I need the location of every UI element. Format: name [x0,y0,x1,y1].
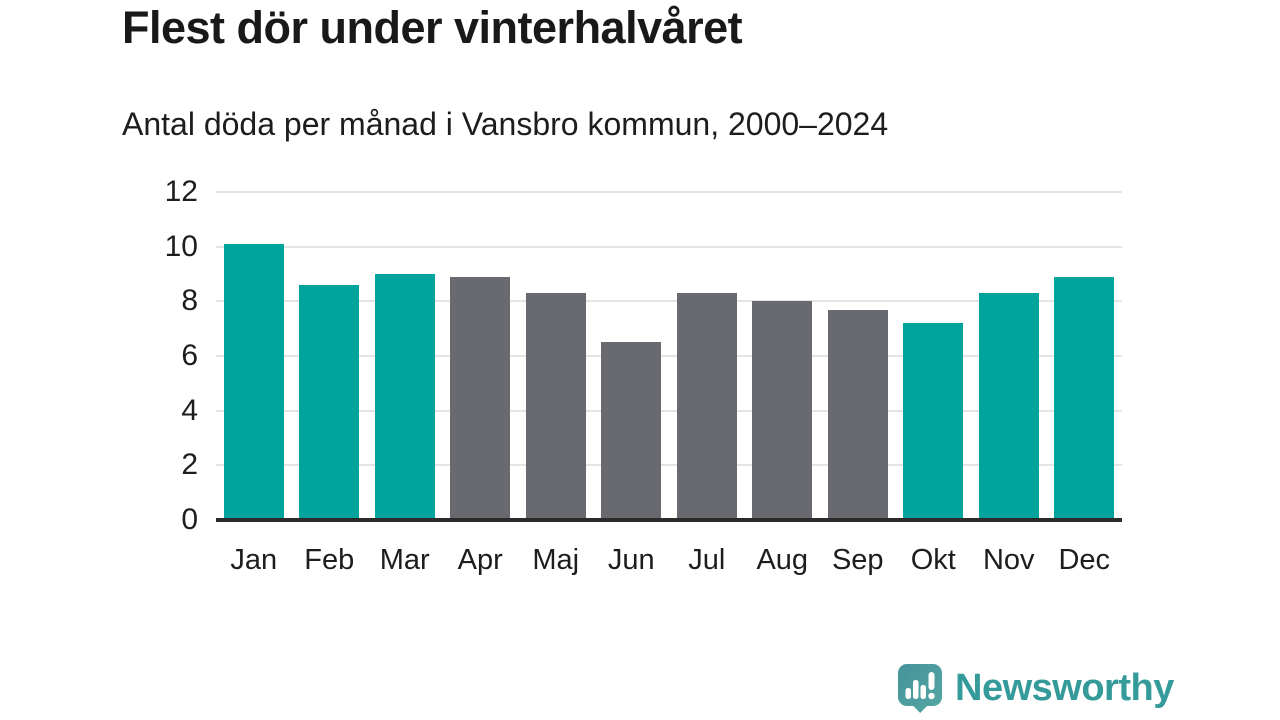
newsworthy-logo-icon [898,664,942,713]
x-tick-label-maj: Maj [532,544,580,576]
bar-aug [752,301,813,520]
chart-subtitle: Antal döda per månad i Vansbro kommun, 2… [122,106,889,142]
y-tick-label-6: 6 [181,339,198,372]
y-tick-label-8: 8 [181,284,198,318]
y-tick-label-0: 0 [181,503,198,536]
bar-jul [676,293,737,520]
x-tick-label-okt: Okt [910,544,956,576]
bar-dec [1054,276,1115,520]
branding: Newsworthy [897,663,1174,713]
x-tick-label-aug: Aug [756,544,809,576]
x-axis-line [216,518,1122,522]
gridline-12 [216,191,1122,193]
newsworthy-logo-text: Newsworthy [955,666,1174,709]
x-tick-label-jun: Jun [607,544,655,576]
y-tick-label-10: 10 [164,229,198,263]
gridline-10 [216,245,1122,248]
x-tick-label-nov: Nov [982,544,1035,576]
bar-okt [903,323,964,520]
y-tick-label-2: 2 [181,448,198,482]
bar-jan [223,243,284,520]
bar-feb [299,284,360,520]
x-tick-label-dec: Dec [1058,544,1111,576]
y-tick-label-12: 12 [164,175,198,208]
x-tick-label-sep: Sep [831,544,884,576]
gridline-8 [216,300,1122,303]
bar-nov [978,293,1039,520]
bar-sep [827,309,888,520]
exclamation-bar [928,672,935,690]
x-tick-label-apr: Apr [457,544,503,576]
speech-bubble-shape [898,664,942,713]
gridline-4 [216,409,1122,412]
chart-title: Flest dör under vinterhalvåret [122,2,743,53]
x-tick-label-jan: Jan [230,544,278,576]
mini-bar-chart-glyph [905,672,935,700]
gridline-6 [216,355,1122,357]
x-tick-label-jul: Jul [688,544,726,576]
bar-mar [374,274,435,520]
y-tick-label-4: 4 [181,393,198,427]
gridline-2 [216,464,1122,467]
bar-jun [601,342,662,520]
exclamation-dot [928,692,935,700]
x-tick-label-feb: Feb [304,544,355,576]
bar-chart [216,191,1122,522]
x-tick-label-mar: Mar [379,544,430,576]
bar-maj [525,293,586,520]
bar-apr [450,276,511,520]
